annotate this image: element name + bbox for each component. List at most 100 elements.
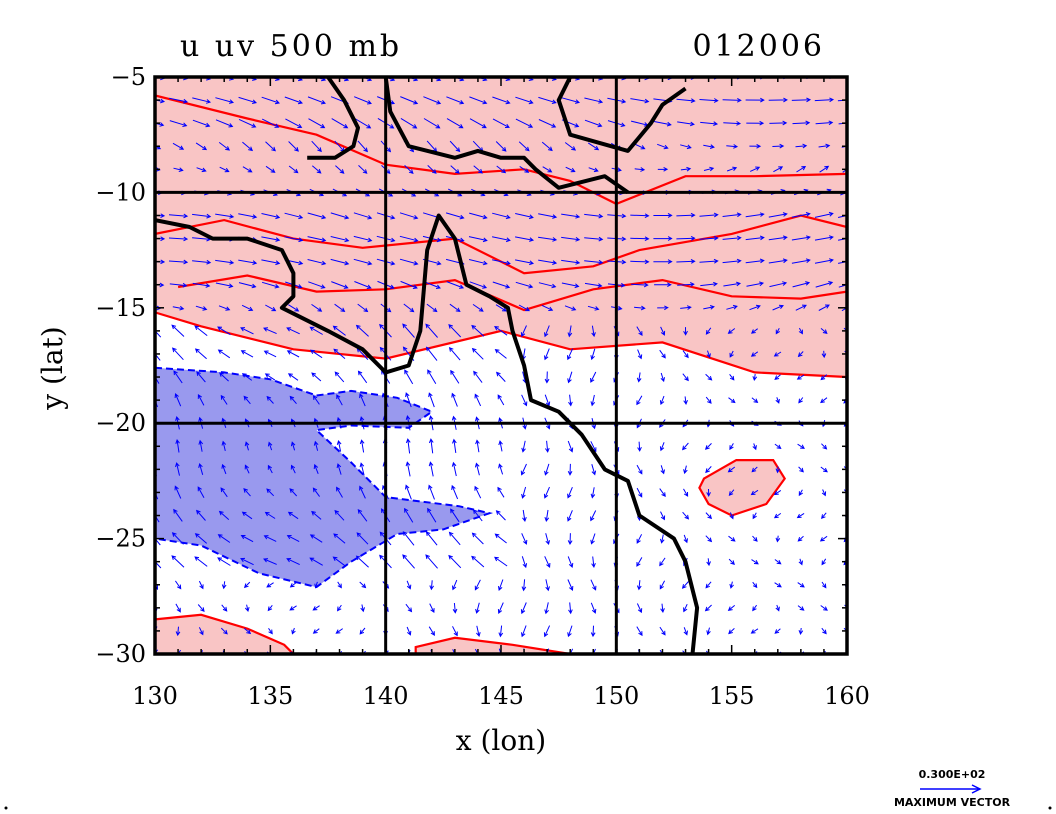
y-tick-label: −25 xyxy=(95,525,146,553)
wind-vector xyxy=(497,602,504,614)
wind-vector xyxy=(660,511,666,521)
wind-vector xyxy=(630,98,650,104)
wind-vector xyxy=(452,649,456,654)
wind-vector xyxy=(821,489,827,497)
coastline-segment-0 xyxy=(307,77,360,160)
wind-vector xyxy=(311,165,322,174)
wind-vector xyxy=(819,535,828,542)
wind-vector xyxy=(469,118,487,129)
wind-vector xyxy=(703,166,715,172)
wind-vector xyxy=(636,626,643,637)
wind-vector xyxy=(567,325,573,338)
wind-vector xyxy=(174,393,182,407)
wind-vector xyxy=(729,443,734,451)
wind-vector xyxy=(680,305,692,310)
wind-vector xyxy=(561,282,580,289)
wind-vector xyxy=(266,488,275,497)
wind-vector xyxy=(749,143,762,149)
wind-vector xyxy=(197,486,205,498)
wind-vector xyxy=(796,166,807,173)
wind-vector xyxy=(541,141,553,152)
wind-vector xyxy=(838,284,847,288)
wind-vector xyxy=(267,604,273,612)
wind-vector xyxy=(307,96,326,105)
wind-vector xyxy=(660,465,665,475)
wind-vector xyxy=(797,443,805,449)
wind-vector xyxy=(773,351,782,357)
wind-vector xyxy=(475,602,480,614)
wind-vector xyxy=(219,166,230,173)
wind-vector xyxy=(472,303,484,312)
wind-vector xyxy=(425,531,438,546)
wind-vector xyxy=(538,282,557,289)
wind-vector xyxy=(544,556,551,568)
wind-vector xyxy=(196,167,207,173)
wind-vector xyxy=(471,532,484,545)
wind-vector xyxy=(169,282,188,288)
x-tick-label: 140 xyxy=(363,682,409,710)
wind-vector xyxy=(168,213,189,219)
wind-vector xyxy=(311,510,322,520)
wind-vector xyxy=(171,555,185,568)
wind-vector xyxy=(172,305,185,311)
wind-vector xyxy=(451,461,457,477)
wind-vector xyxy=(218,305,231,311)
wind-vector xyxy=(699,235,719,241)
wind-vector xyxy=(814,97,835,103)
wind-vector xyxy=(798,489,803,497)
wind-vector xyxy=(471,324,485,337)
wind-vector xyxy=(468,236,488,243)
wind-vector xyxy=(544,602,549,615)
wind-vector xyxy=(683,627,688,636)
wind-vector xyxy=(287,373,299,381)
wind-vector xyxy=(429,603,435,614)
wind-vector xyxy=(423,118,441,129)
wind-vector xyxy=(426,303,438,313)
y-tick-label: −5 xyxy=(111,63,146,91)
wind-vector xyxy=(474,579,481,591)
wind-vector xyxy=(265,304,277,312)
wind-vector xyxy=(175,649,182,654)
wind-vector xyxy=(745,258,765,264)
wind-vector xyxy=(353,235,373,243)
wind-vector xyxy=(636,580,642,591)
wind-vector xyxy=(217,557,231,566)
wind-vector xyxy=(383,650,389,654)
wind-vector xyxy=(355,555,369,568)
wind-vector xyxy=(538,213,558,219)
wind-vector xyxy=(155,259,166,265)
wind-vector xyxy=(194,325,208,336)
wind-vector xyxy=(495,510,506,521)
wind-vector xyxy=(752,512,757,520)
wind-vector xyxy=(357,508,368,522)
x-tick-label: 130 xyxy=(132,682,178,710)
wind-vector xyxy=(238,118,257,128)
wind-vector xyxy=(682,511,690,520)
wind-vector xyxy=(330,212,350,220)
wind-vector xyxy=(263,350,277,358)
wind-vector xyxy=(773,489,782,496)
wind-vector xyxy=(568,602,573,615)
wind-vector xyxy=(359,485,366,499)
wind-vector xyxy=(820,466,828,473)
wind-vector xyxy=(775,327,780,335)
wind-vector xyxy=(745,212,765,218)
wind-vector xyxy=(337,581,342,589)
wind-vector xyxy=(520,325,527,338)
wind-vector xyxy=(751,466,758,473)
wind-vector xyxy=(722,212,742,218)
wind-vector xyxy=(448,531,461,546)
wind-vector xyxy=(521,394,528,407)
wind-vector xyxy=(473,165,483,174)
wind-vector xyxy=(288,165,299,174)
wind-vector xyxy=(240,327,254,335)
wind-vector xyxy=(775,604,780,612)
wind-vector xyxy=(169,120,188,127)
wind-vector xyxy=(521,556,528,569)
wind-vector xyxy=(354,281,372,289)
wind-vector xyxy=(427,507,437,523)
wind-vector xyxy=(221,463,227,475)
wind-vector xyxy=(699,98,719,103)
wind-vector xyxy=(590,371,597,383)
wind-vector xyxy=(337,650,343,654)
